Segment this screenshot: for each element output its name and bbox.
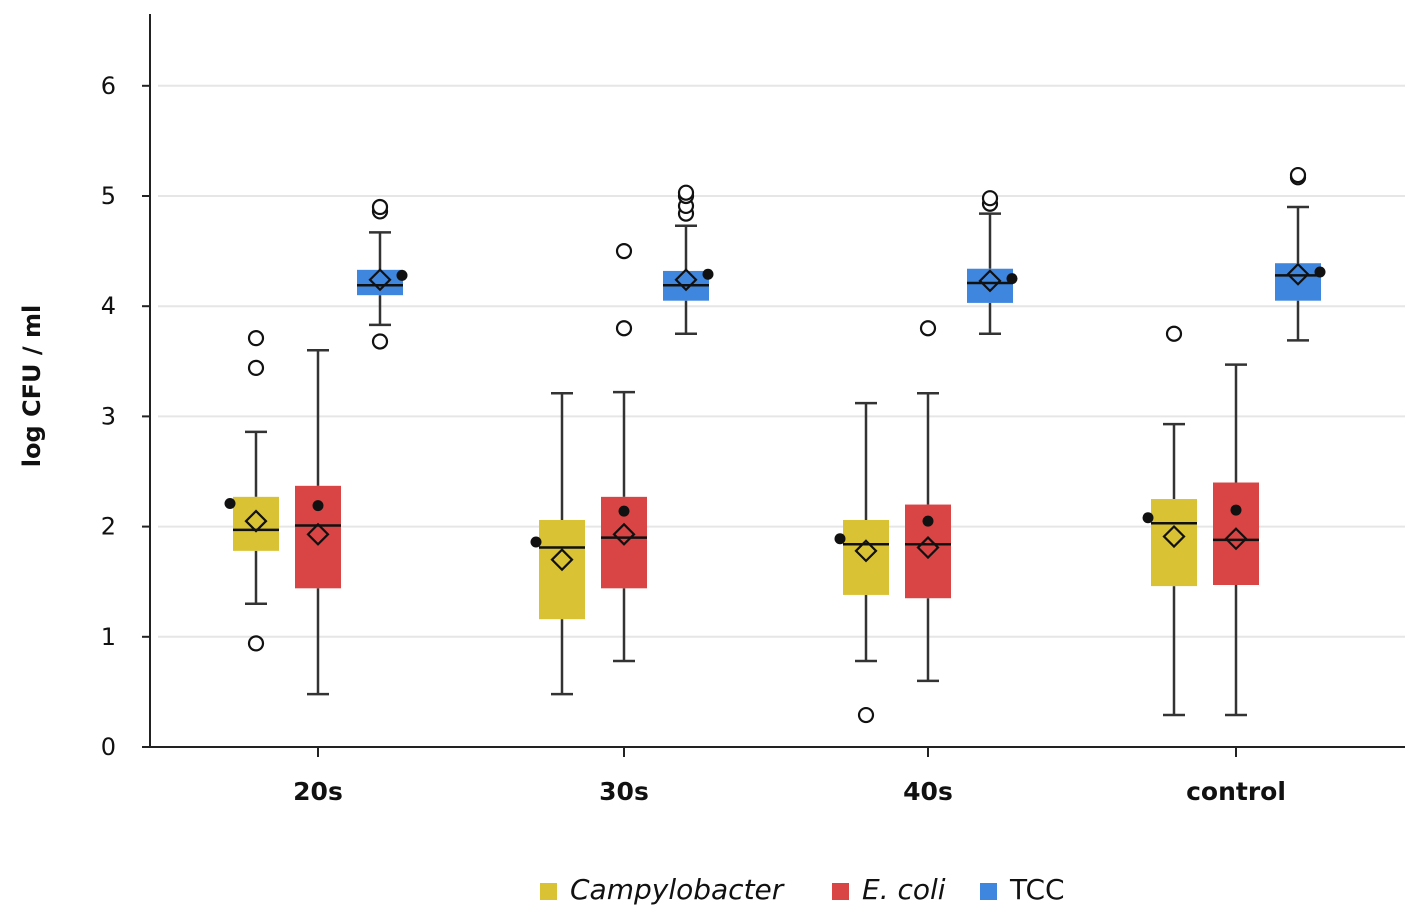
x-category-label: 40s: [903, 777, 953, 806]
box-e-coli-20s: [295, 349, 341, 696]
mean-diamond: [1286, 262, 1310, 286]
mean-diamond: [612, 522, 636, 546]
reference-dot: [618, 505, 630, 517]
iqr-box: [1213, 482, 1259, 586]
outlier-point: [677, 184, 695, 201]
outlier-point: [247, 359, 265, 377]
legend-item-e-coli: E. coli: [832, 873, 946, 906]
box-campylobacter-30s: [530, 392, 585, 696]
y-tick-label: 3: [101, 402, 116, 430]
box-e-coli-30s: [601, 243, 647, 663]
iqr-box: [1275, 263, 1321, 301]
x-category-label: 30s: [599, 777, 649, 806]
box-e-coli-40s: [905, 320, 951, 683]
y-tick-label: 1: [101, 623, 116, 651]
reference-dot: [1006, 273, 1018, 285]
reference-dot: [702, 268, 714, 280]
reference-dot: [834, 533, 846, 545]
reference-dot: [1314, 266, 1326, 278]
mean-diamond: [978, 269, 1002, 293]
x-category-label: control: [1186, 777, 1286, 806]
reference-dot: [224, 497, 236, 509]
mean-diamond: [916, 535, 940, 560]
outlier-point: [615, 243, 633, 260]
iqr-box: [357, 269, 403, 296]
outlier-point: [981, 190, 999, 207]
y-tick-label: 4: [101, 292, 116, 320]
legend-item-campylobacter: Campylobacter: [540, 873, 785, 906]
mean-diamond: [1224, 527, 1248, 551]
legend-label: Campylobacter: [570, 873, 785, 906]
box-tcc-30s: [663, 184, 714, 335]
outlier-point: [919, 320, 937, 337]
legend-label: E. coli: [862, 873, 946, 906]
box-tcc-40s: [967, 190, 1018, 335]
box-e-coli-control: [1213, 363, 1259, 717]
box-tcc-20s: [357, 198, 408, 350]
box-tcc-control: [1275, 166, 1326, 342]
x-category-label: 20s: [293, 777, 343, 806]
legend-item-tcc: TCC: [980, 873, 1065, 906]
y-tick-label: 5: [101, 182, 116, 210]
box-campylobacter-control: [1142, 325, 1197, 717]
outlier-point: [247, 330, 265, 347]
mean-diamond: [674, 268, 698, 292]
legend-label: TCC: [1009, 873, 1065, 906]
outlier-point: [371, 333, 389, 350]
mean-diamond: [368, 268, 392, 292]
legend-swatch: [540, 883, 557, 900]
outlier-point: [1289, 166, 1307, 184]
box-campylobacter-40s: [834, 401, 889, 724]
mean-diamond: [1162, 524, 1186, 549]
iqr-box: [843, 519, 889, 595]
y-tick-label: 0: [101, 733, 116, 761]
reference-dot: [396, 269, 408, 281]
outlier-point: [1165, 325, 1183, 342]
mean-diamond: [550, 548, 574, 572]
axes: 0 1 2 3 4 5 6 20s 30s 40s control: [101, 14, 1405, 806]
outlier-point: [615, 320, 633, 337]
mean-diamond: [854, 539, 878, 563]
y-tick-label: 6: [101, 72, 116, 100]
iqr-box: [967, 268, 1013, 303]
legend-swatch: [980, 883, 997, 900]
reference-dot: [1142, 512, 1154, 524]
outlier-point: [371, 198, 389, 216]
reference-dot: [312, 500, 324, 512]
gridlines: [158, 84, 1405, 638]
reference-dot: [530, 536, 542, 548]
reference-dot: [1230, 504, 1242, 516]
mean-diamond: [306, 522, 330, 546]
outlier-point: [247, 635, 265, 652]
y-axis-title: log CFU / ml: [18, 305, 46, 467]
plot-area: [224, 166, 1326, 724]
mean-diamond: [244, 509, 268, 533]
reference-dot: [922, 515, 934, 527]
iqr-box: [233, 496, 279, 551]
outlier-point: [857, 706, 875, 724]
legend: Campylobacter E. coli TCC: [540, 873, 1065, 906]
y-tick-label: 2: [101, 513, 116, 541]
box-campylobacter-20s: [224, 330, 279, 652]
iqr-box: [1151, 499, 1197, 587]
legend-swatch: [832, 883, 849, 900]
